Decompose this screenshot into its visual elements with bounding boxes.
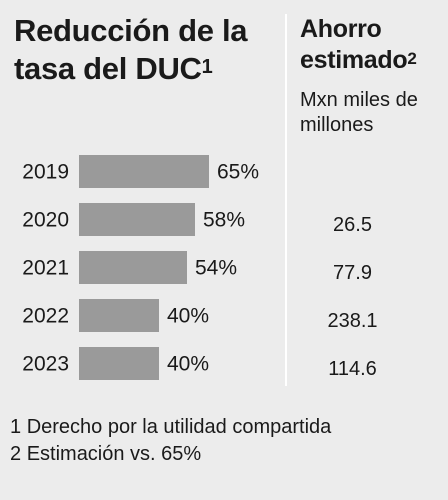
footnote-1-marker: 1: [10, 416, 22, 438]
footnote-1: 1 Derecho por la utilidad compartida: [10, 414, 440, 441]
value-label-2022: 40%: [167, 305, 209, 328]
footnote-2: 2 Estimación vs. 65%: [10, 441, 440, 468]
category-label-2022: 2022: [22, 305, 69, 328]
bar-2019: [79, 155, 209, 188]
column-divider: [285, 14, 287, 386]
value-label-2023: 40%: [167, 353, 209, 376]
savings-value-2022: 238.1: [327, 309, 378, 332]
value-label-2020: 58%: [203, 209, 245, 232]
savings-value-2020: 26.5: [333, 213, 372, 236]
savings-title-text: Ahorro estimado: [300, 15, 408, 74]
bar-2020: [79, 203, 195, 236]
category-label-2023: 2023: [22, 353, 69, 376]
value-label-2019: 65%: [217, 161, 259, 184]
bar-2022: [79, 299, 159, 332]
value-label-2021: 54%: [195, 257, 237, 280]
chart-title: Reducción de la tasa del DUC1: [14, 12, 284, 88]
savings-unit: Mxn miles de millones: [300, 89, 418, 136]
footnote-2-text: Estimación vs. 65%: [26, 443, 202, 465]
category-label-2019: 2019: [22, 161, 69, 184]
bar-2023: [79, 347, 159, 380]
footnotes: 1 Derecho por la utilidad compartida 2 E…: [10, 414, 440, 468]
chart-title-footnote-marker: 1: [201, 56, 213, 78]
chart-title-text: Reducción de la tasa del DUC: [14, 13, 248, 86]
bar-2021: [79, 251, 187, 284]
savings-value-2023: 114.6: [328, 357, 377, 380]
savings-title: Ahorro estimado2: [300, 14, 448, 76]
category-label-2020: 2020: [22, 209, 69, 232]
footnote-1-text: Derecho por la utilidad compartida: [26, 416, 332, 438]
savings-title-footnote-marker: 2: [407, 49, 417, 68]
category-label-2021: 2021: [22, 257, 69, 280]
savings-value-2021: 77.9: [333, 261, 372, 284]
footnote-2-marker: 2: [10, 443, 22, 465]
